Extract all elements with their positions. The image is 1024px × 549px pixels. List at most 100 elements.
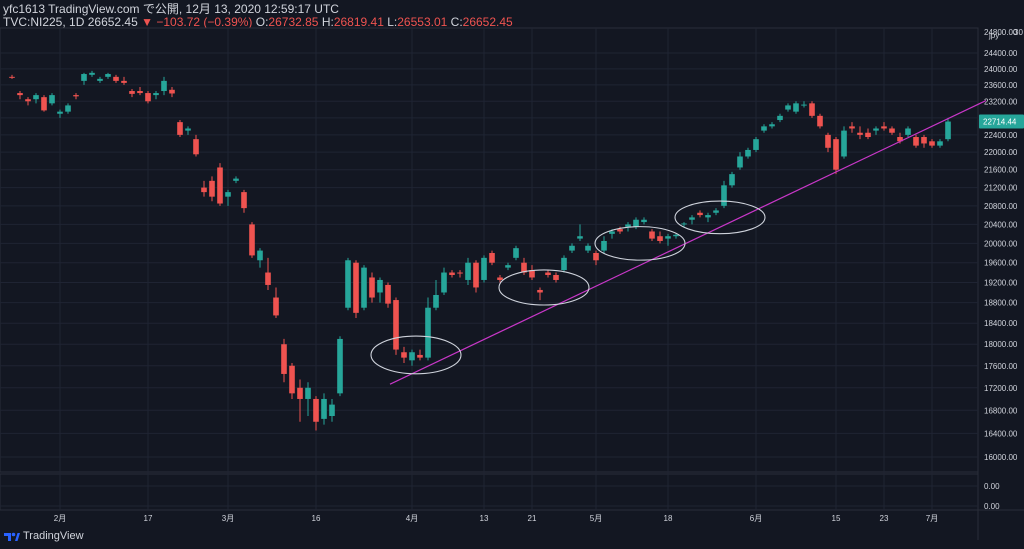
- candle-body: [137, 91, 143, 94]
- candle-body: [185, 128, 191, 131]
- candle-body: [153, 93, 159, 96]
- candle-body: [169, 89, 175, 94]
- candle-body: [281, 344, 287, 374]
- candle-body: [129, 91, 135, 94]
- tradingview-logo[interactable]: TradingView: [4, 530, 84, 542]
- last-price: 26652.45: [87, 15, 138, 29]
- candle-body: [553, 275, 559, 280]
- candle-body: [49, 95, 55, 104]
- x-tick-label: 15: [832, 514, 841, 523]
- highlight-ellipse: [594, 226, 686, 261]
- candle-body: [353, 262, 359, 313]
- candle-body: [313, 398, 319, 422]
- candle-body: [241, 192, 247, 209]
- candle-body: [897, 137, 903, 142]
- candle-body: [257, 250, 263, 261]
- candle-body: [801, 104, 807, 106]
- candle-body: [649, 231, 655, 239]
- y-tick-label: 18800.00: [984, 299, 1018, 308]
- candle-body: [697, 212, 703, 216]
- candle-body: [681, 223, 687, 225]
- sub-tick-label: 0.00: [984, 482, 1000, 491]
- candle-body: [121, 80, 127, 83]
- publisher-line: yfc1613 TradingView.com で公開, 12月 13, 202…: [3, 3, 339, 16]
- open-label: O:: [255, 15, 269, 29]
- candle-body: [233, 178, 239, 181]
- candle-body: [305, 387, 311, 399]
- low-value: 26553.01: [397, 15, 448, 29]
- candle-body: [401, 352, 407, 358]
- publisher-text: yfc1613 TradingView.com で公開, 12月 13, 202…: [3, 2, 339, 16]
- high-value: 26819.41: [333, 15, 384, 29]
- symbol-label: TVC:NI225, 1D: [3, 15, 85, 29]
- candle-body: [665, 236, 671, 239]
- candle-body: [881, 126, 887, 129]
- highlight-ellipse: [674, 200, 766, 235]
- candle-body: [825, 134, 831, 148]
- candle-body: [481, 257, 487, 280]
- y-tick-label: 24400.00: [984, 49, 1018, 58]
- candle-body: [633, 219, 639, 227]
- candle-body: [433, 295, 439, 308]
- candle-body: [329, 404, 335, 417]
- candle-body: [113, 76, 119, 81]
- candle-body: [745, 149, 751, 157]
- candle-body: [769, 124, 775, 127]
- candle-body: [225, 192, 231, 197]
- candle-body: [857, 132, 863, 135]
- candle-body: [641, 219, 647, 223]
- close-value: 26652.45: [462, 15, 513, 29]
- candle-body: [465, 262, 471, 280]
- y-tick-label: 22000.00: [984, 148, 1018, 157]
- candle-body: [513, 248, 519, 258]
- x-tick-label: 23: [880, 514, 889, 523]
- candle-body: [345, 260, 351, 308]
- candle-body: [249, 224, 255, 256]
- candle-body: [369, 277, 375, 298]
- candle-body: [297, 387, 303, 399]
- sub-pane: [0, 473, 979, 511]
- y-tick-label: 16800.00: [984, 406, 1018, 415]
- candle-body: [33, 95, 39, 100]
- candle-body: [449, 272, 455, 276]
- candle-body: [617, 229, 623, 232]
- candle-body: [89, 72, 95, 75]
- last-price-badge: [979, 114, 1024, 129]
- x-tick-label: 18: [664, 514, 673, 523]
- candle-body: [65, 105, 71, 112]
- candle-body: [489, 252, 495, 263]
- candle-body: [865, 132, 871, 138]
- candle-body: [17, 93, 23, 96]
- candle-body: [673, 234, 679, 237]
- candle-body: [737, 156, 743, 168]
- candle-body: [913, 137, 919, 146]
- candle-body: [457, 272, 463, 274]
- y-tick-label: 21200.00: [984, 184, 1018, 193]
- candle-body: [569, 245, 575, 251]
- x-tick-label: 21: [528, 514, 537, 523]
- candle-body: [537, 289, 543, 293]
- sub-tick-label: 0.00: [984, 502, 1000, 511]
- y-tick-label: 21600.00: [984, 166, 1018, 175]
- x-tick-label: 6月: [750, 514, 762, 523]
- candle-body: [337, 338, 343, 394]
- y-tick-label: 17200.00: [984, 384, 1018, 393]
- candle-body: [417, 354, 423, 358]
- y-tick-label-partial: 24800.00: [984, 28, 1018, 37]
- candle-body: [833, 139, 839, 170]
- candle-body: [849, 126, 855, 129]
- close-label: C:: [450, 15, 463, 29]
- candle-body: [529, 270, 535, 278]
- candle-body: [273, 297, 279, 316]
- candle-body: [161, 80, 167, 92]
- low-label: L:: [387, 15, 398, 29]
- candle-body: [9, 76, 15, 78]
- candle-body: [817, 115, 823, 127]
- candle-body: [753, 139, 759, 150]
- high-label: H:: [321, 15, 334, 29]
- candle-body: [81, 74, 87, 81]
- candle-body: [385, 284, 391, 304]
- candle-body: [689, 217, 695, 220]
- candle-body: [73, 95, 79, 97]
